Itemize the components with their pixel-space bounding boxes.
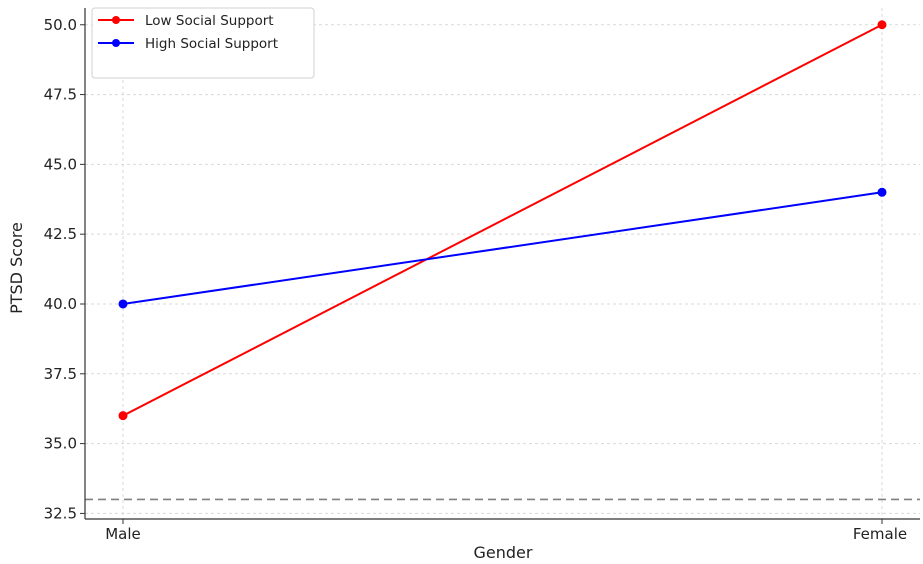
legend-box (91, 7, 315, 79)
y-tick-label: 50.0 (44, 16, 77, 34)
axes (80, 8, 920, 524)
y-tick-label: 47.5 (44, 86, 77, 104)
series-line-low-social-support (122, 23, 883, 417)
data-point-low-social-support-female (877, 20, 887, 30)
series-group (118, 20, 887, 421)
y-tick-label: 42.5 (44, 225, 77, 243)
x-tick-label: Female (853, 525, 907, 543)
y-tick-labels: 32.5 35.0 37.5 40.0 42.5 45.0 47.5 50.0 (44, 16, 77, 523)
data-point-low-social-support-male (118, 411, 128, 421)
grid (85, 8, 920, 519)
legend-label-low-social-support: Low Social Support (145, 13, 274, 29)
legend-marker-low-social-support (112, 16, 120, 24)
legend: Low Social Support High Social Support (91, 7, 315, 79)
y-axis-title: PTSD Score (7, 222, 26, 314)
x-tick-label: Male (105, 525, 141, 543)
y-tick-label: 35.0 (44, 435, 77, 453)
x-axis-title: Gender (474, 543, 533, 562)
data-point-high-social-support-male (118, 299, 128, 309)
y-tick-label: 32.5 (44, 504, 77, 522)
x-tick-labels: Male Female (105, 525, 907, 543)
y-tick-label: 45.0 (44, 155, 77, 173)
y-tick-label: 40.0 (44, 295, 77, 313)
legend-marker-high-social-support (112, 39, 120, 47)
legend-label-high-social-support: High Social Support (145, 36, 278, 52)
y-tick-label: 37.5 (44, 365, 77, 383)
series-line-high-social-support (122, 191, 883, 305)
data-point-high-social-support-female (877, 187, 887, 197)
